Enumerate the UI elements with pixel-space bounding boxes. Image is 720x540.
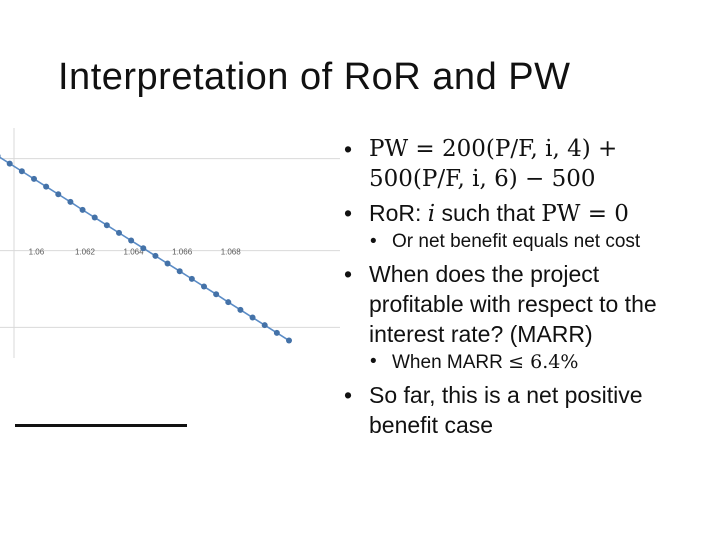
net-positive-line-2: benefit case: [369, 412, 494, 438]
net-benefit-text: Or net benefit equals net cost: [392, 231, 641, 252]
ror-such-that: such that: [441, 200, 535, 226]
data-point: [213, 291, 220, 298]
question-line-2: profitable with respect to the: [369, 291, 657, 317]
data-point: [31, 175, 37, 182]
sub-bullet-net-benefit: • Or net benefit equals net cost: [344, 229, 714, 255]
bullet-dot-icon: •: [370, 351, 377, 372]
divider-bar: [15, 424, 187, 427]
bullet-dot-icon: •: [344, 261, 353, 287]
bullet-dot-icon: •: [344, 382, 353, 408]
net-positive-line-1: So far, this is a net positive: [369, 382, 643, 408]
data-point: [201, 283, 207, 290]
data-point: [79, 206, 86, 213]
data-point: [152, 252, 159, 259]
x-tick-label: 1.066: [172, 248, 193, 257]
data-point: [261, 322, 268, 329]
bullet-ror-definition: • RoR: i such that PW = 0: [344, 198, 714, 229]
sub-bullet-marr: • When MARR ≤ 6.4%: [344, 349, 714, 376]
pw-formula-line-2: 500(P/F, i, 6) − 500: [369, 166, 596, 192]
data-point: [0, 154, 1, 158]
data-point: [55, 191, 62, 198]
bullet-pw-formula: • PW = 200(P/F, i, 4) + 500(P/F, i, 6) −…: [344, 134, 714, 194]
data-point: [164, 260, 171, 267]
data-point: [140, 245, 147, 252]
data-point: [188, 275, 195, 282]
bullet-dot-icon: •: [370, 231, 377, 252]
x-tick-label: 1.06: [29, 248, 45, 257]
data-point: [6, 160, 13, 167]
bullet-list: • PW = 200(P/F, i, 4) + 500(P/F, i, 6) −…: [344, 134, 714, 440]
ror-equation: PW = 0: [541, 201, 629, 227]
data-point: [176, 268, 183, 275]
marr-prefix: When MARR: [392, 352, 503, 373]
marr-inequality: ≤ 6.4%: [508, 351, 579, 373]
bullet-net-positive: • So far, this is a net positive benefit…: [344, 380, 714, 440]
data-point: [43, 183, 50, 190]
slide-title: Interpretation of RoR and PW: [58, 56, 571, 98]
data-point: [225, 299, 232, 306]
data-point: [18, 168, 25, 175]
question-line-1: When does the project: [369, 261, 600, 287]
data-point: [237, 306, 244, 313]
question-line-3: interest rate? (MARR): [369, 321, 593, 347]
x-tick-label: 1.062: [75, 248, 96, 257]
rate-of-return-chart: 1.06 1.062 1.064 1.066 1.068: [0, 128, 340, 358]
data-point: [67, 198, 74, 205]
data-point: [249, 314, 256, 321]
data-point: [116, 229, 122, 236]
x-tick-label: 1.068: [221, 248, 242, 257]
bullet-dot-icon: •: [344, 200, 353, 226]
bullet-profitability-question: • When does the project profitable with …: [344, 259, 714, 349]
pw-formula-line-1: PW = 200(P/F, i, 4) +: [369, 136, 618, 162]
ror-variable: i: [427, 201, 436, 227]
data-point: [91, 214, 98, 221]
data-point: [273, 329, 280, 336]
data-point: [128, 237, 135, 244]
data-point: [103, 222, 110, 229]
chart-canvas: 1.06 1.062 1.064 1.066 1.068: [0, 128, 340, 358]
data-point: [286, 337, 292, 344]
series-line: [0, 156, 290, 342]
ror-prefix: RoR:: [369, 200, 422, 226]
x-tick-label: 1.064: [124, 248, 145, 257]
bullet-dot-icon: •: [344, 136, 353, 162]
